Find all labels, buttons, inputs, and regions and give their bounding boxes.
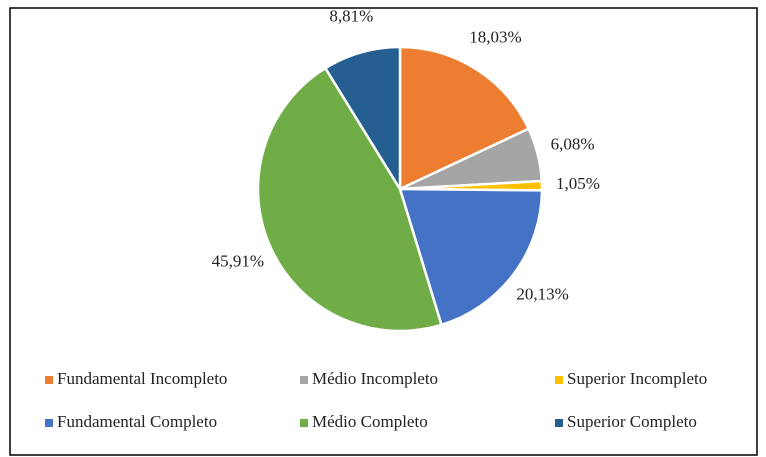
legend-label: Fundamental Incompleto [57, 369, 227, 388]
data-label: 20,13% [516, 285, 568, 304]
data-label: 8,81% [329, 7, 373, 26]
legend-label: Superior Incompleto [567, 369, 707, 388]
data-label: 1,05% [556, 174, 600, 193]
data-label: 6,08% [551, 134, 595, 153]
pie-slice [398, 187, 544, 327]
legend-label: Médio Completo [312, 412, 428, 431]
legend-swatch [555, 376, 563, 384]
legend-swatch [300, 419, 308, 427]
pie-slice [398, 45, 531, 191]
data-label: 18,03% [469, 28, 521, 47]
legend-label: Superior Completo [567, 412, 697, 431]
data-label: 45,91% [212, 251, 264, 270]
pie-slice [323, 45, 402, 194]
legend-swatch [555, 419, 563, 427]
legend-swatch [45, 419, 53, 427]
chart-border [9, 7, 758, 456]
legend-swatch [45, 376, 53, 384]
pie-slice [256, 66, 444, 333]
legend-label: Médio Incompleto [312, 369, 438, 388]
legend-label: Fundamental Completo [57, 412, 217, 431]
legend-swatch [300, 376, 308, 384]
